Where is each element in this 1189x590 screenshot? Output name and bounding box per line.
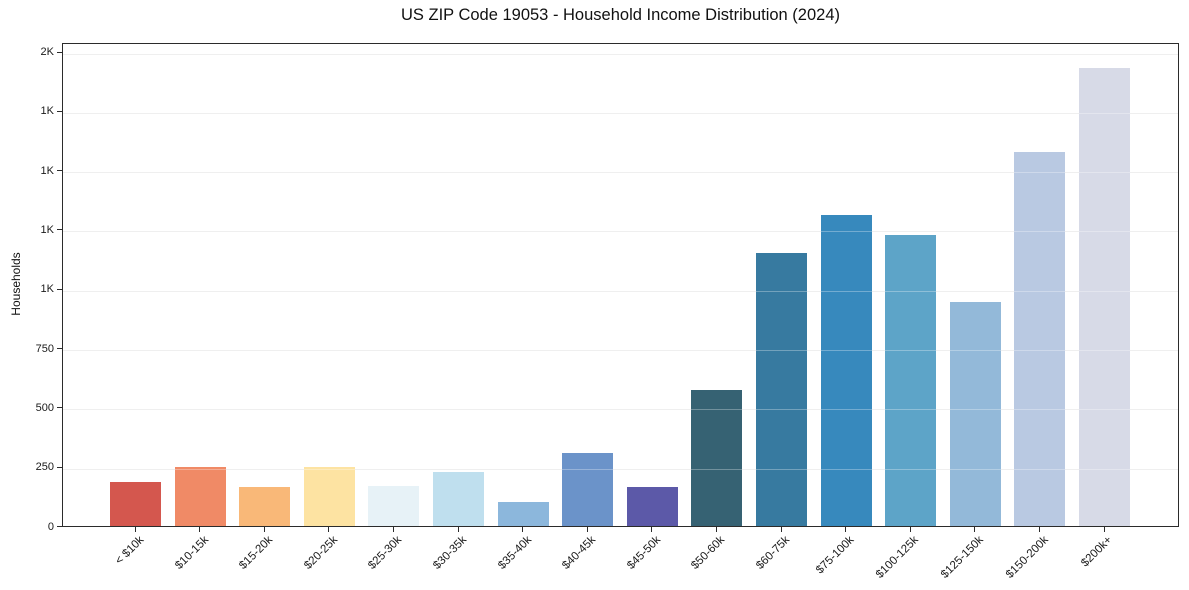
bar-100-125k [885,235,937,526]
gridline [63,112,1178,114]
gridline [63,53,1178,55]
x-axis-tick [1038,527,1040,532]
y-axis-tick [57,407,62,409]
x-axis-tick [392,527,394,532]
gridline-overlay [63,112,1178,114]
gridline [63,172,1178,174]
x-axis-tick [974,527,976,532]
x-axis-tick [1103,527,1105,532]
bar-25-30k [368,486,420,526]
x-axis-tick [780,527,782,532]
y-tick-label: 750 [35,342,54,355]
bar-45-50k [626,487,678,526]
bar-150-200k [1014,152,1066,526]
gridline [63,468,1178,470]
chart-title: US ZIP Code 19053 - Household Income Dis… [400,6,840,24]
x-axis-tick [586,527,588,532]
y-axis-tick [57,288,62,290]
plot-area [62,43,1179,527]
y-axis-tick [57,229,62,231]
bar-50-60k [691,389,743,526]
x-axis-tick [715,527,717,532]
y-tick-label: 500 [35,401,54,414]
y-tick-label: 1K [40,283,54,296]
bar-75-100k [820,215,872,526]
y-axis-tick [57,110,62,112]
y-tick-label: 250 [35,461,54,474]
bar-15-20k [239,486,291,526]
gridline [63,231,1178,233]
gridline-overlay [63,231,1178,233]
x-tick-label: $10-15k [172,534,211,572]
x-tick-label: $40-45k [560,534,599,572]
x-tick-label: $75-100k [814,534,857,577]
x-tick-label: $45-50k [624,534,663,572]
gridline-overlay [63,290,1178,292]
y-axis-tick [57,51,62,53]
x-axis-tick [199,527,201,532]
gridline-overlay [63,409,1178,411]
bar-20-25k [303,466,355,526]
bar-35-40k [497,502,549,526]
x-axis-tick [457,527,459,532]
bar-10-15k [174,466,226,526]
x-tick-label: < $10k [112,534,146,568]
gridline-overlay [63,350,1178,352]
x-tick-label: $200k+ [1079,534,1115,570]
y-tick-label: 1K [40,164,54,177]
bar-10k [110,481,161,526]
x-tick-label: $150-200k [1003,534,1051,581]
x-axis-tick [651,527,653,532]
bar-30-35k [433,472,484,526]
x-axis-tick [328,527,330,532]
gridline [63,290,1178,292]
y-tick-label: 0 [47,520,54,533]
x-tick-label: $15-20k [237,534,276,572]
y-axis-tick [57,348,62,350]
x-tick-label: $60-75k [754,534,792,572]
x-tick-label: $35-40k [495,534,534,572]
gridline [63,409,1178,411]
x-tick-label: $20-25k [301,534,340,572]
x-tick-label: $25-30k [366,534,405,572]
x-axis-tick [134,527,136,532]
y-tick-label: 2K [40,46,54,58]
x-tick-label: $125-150k [938,534,986,581]
gridline [63,350,1178,352]
bar-200k [1079,68,1130,526]
x-axis-tick [845,527,847,532]
x-tick-label: $100-125k [874,534,922,581]
bar-40-45k [562,452,614,526]
x-tick-label: $30-35k [431,534,469,572]
x-axis-tick [522,527,524,532]
y-axis-tick [57,526,62,527]
y-tick-label: 1K [40,223,54,236]
x-axis-tick [263,527,265,532]
gridline-overlay [63,53,1178,55]
gridline-overlay [63,468,1178,470]
x-axis-tick [909,527,911,532]
y-tick-label: 1K [40,105,54,118]
y-axis-tick [57,170,62,172]
bar-60-75k [756,253,807,526]
x-tick-label: $50-60k [689,534,728,572]
bar-125-150k [949,301,1001,526]
y-axis-tick [57,466,62,468]
gridline-overlay [63,172,1178,174]
